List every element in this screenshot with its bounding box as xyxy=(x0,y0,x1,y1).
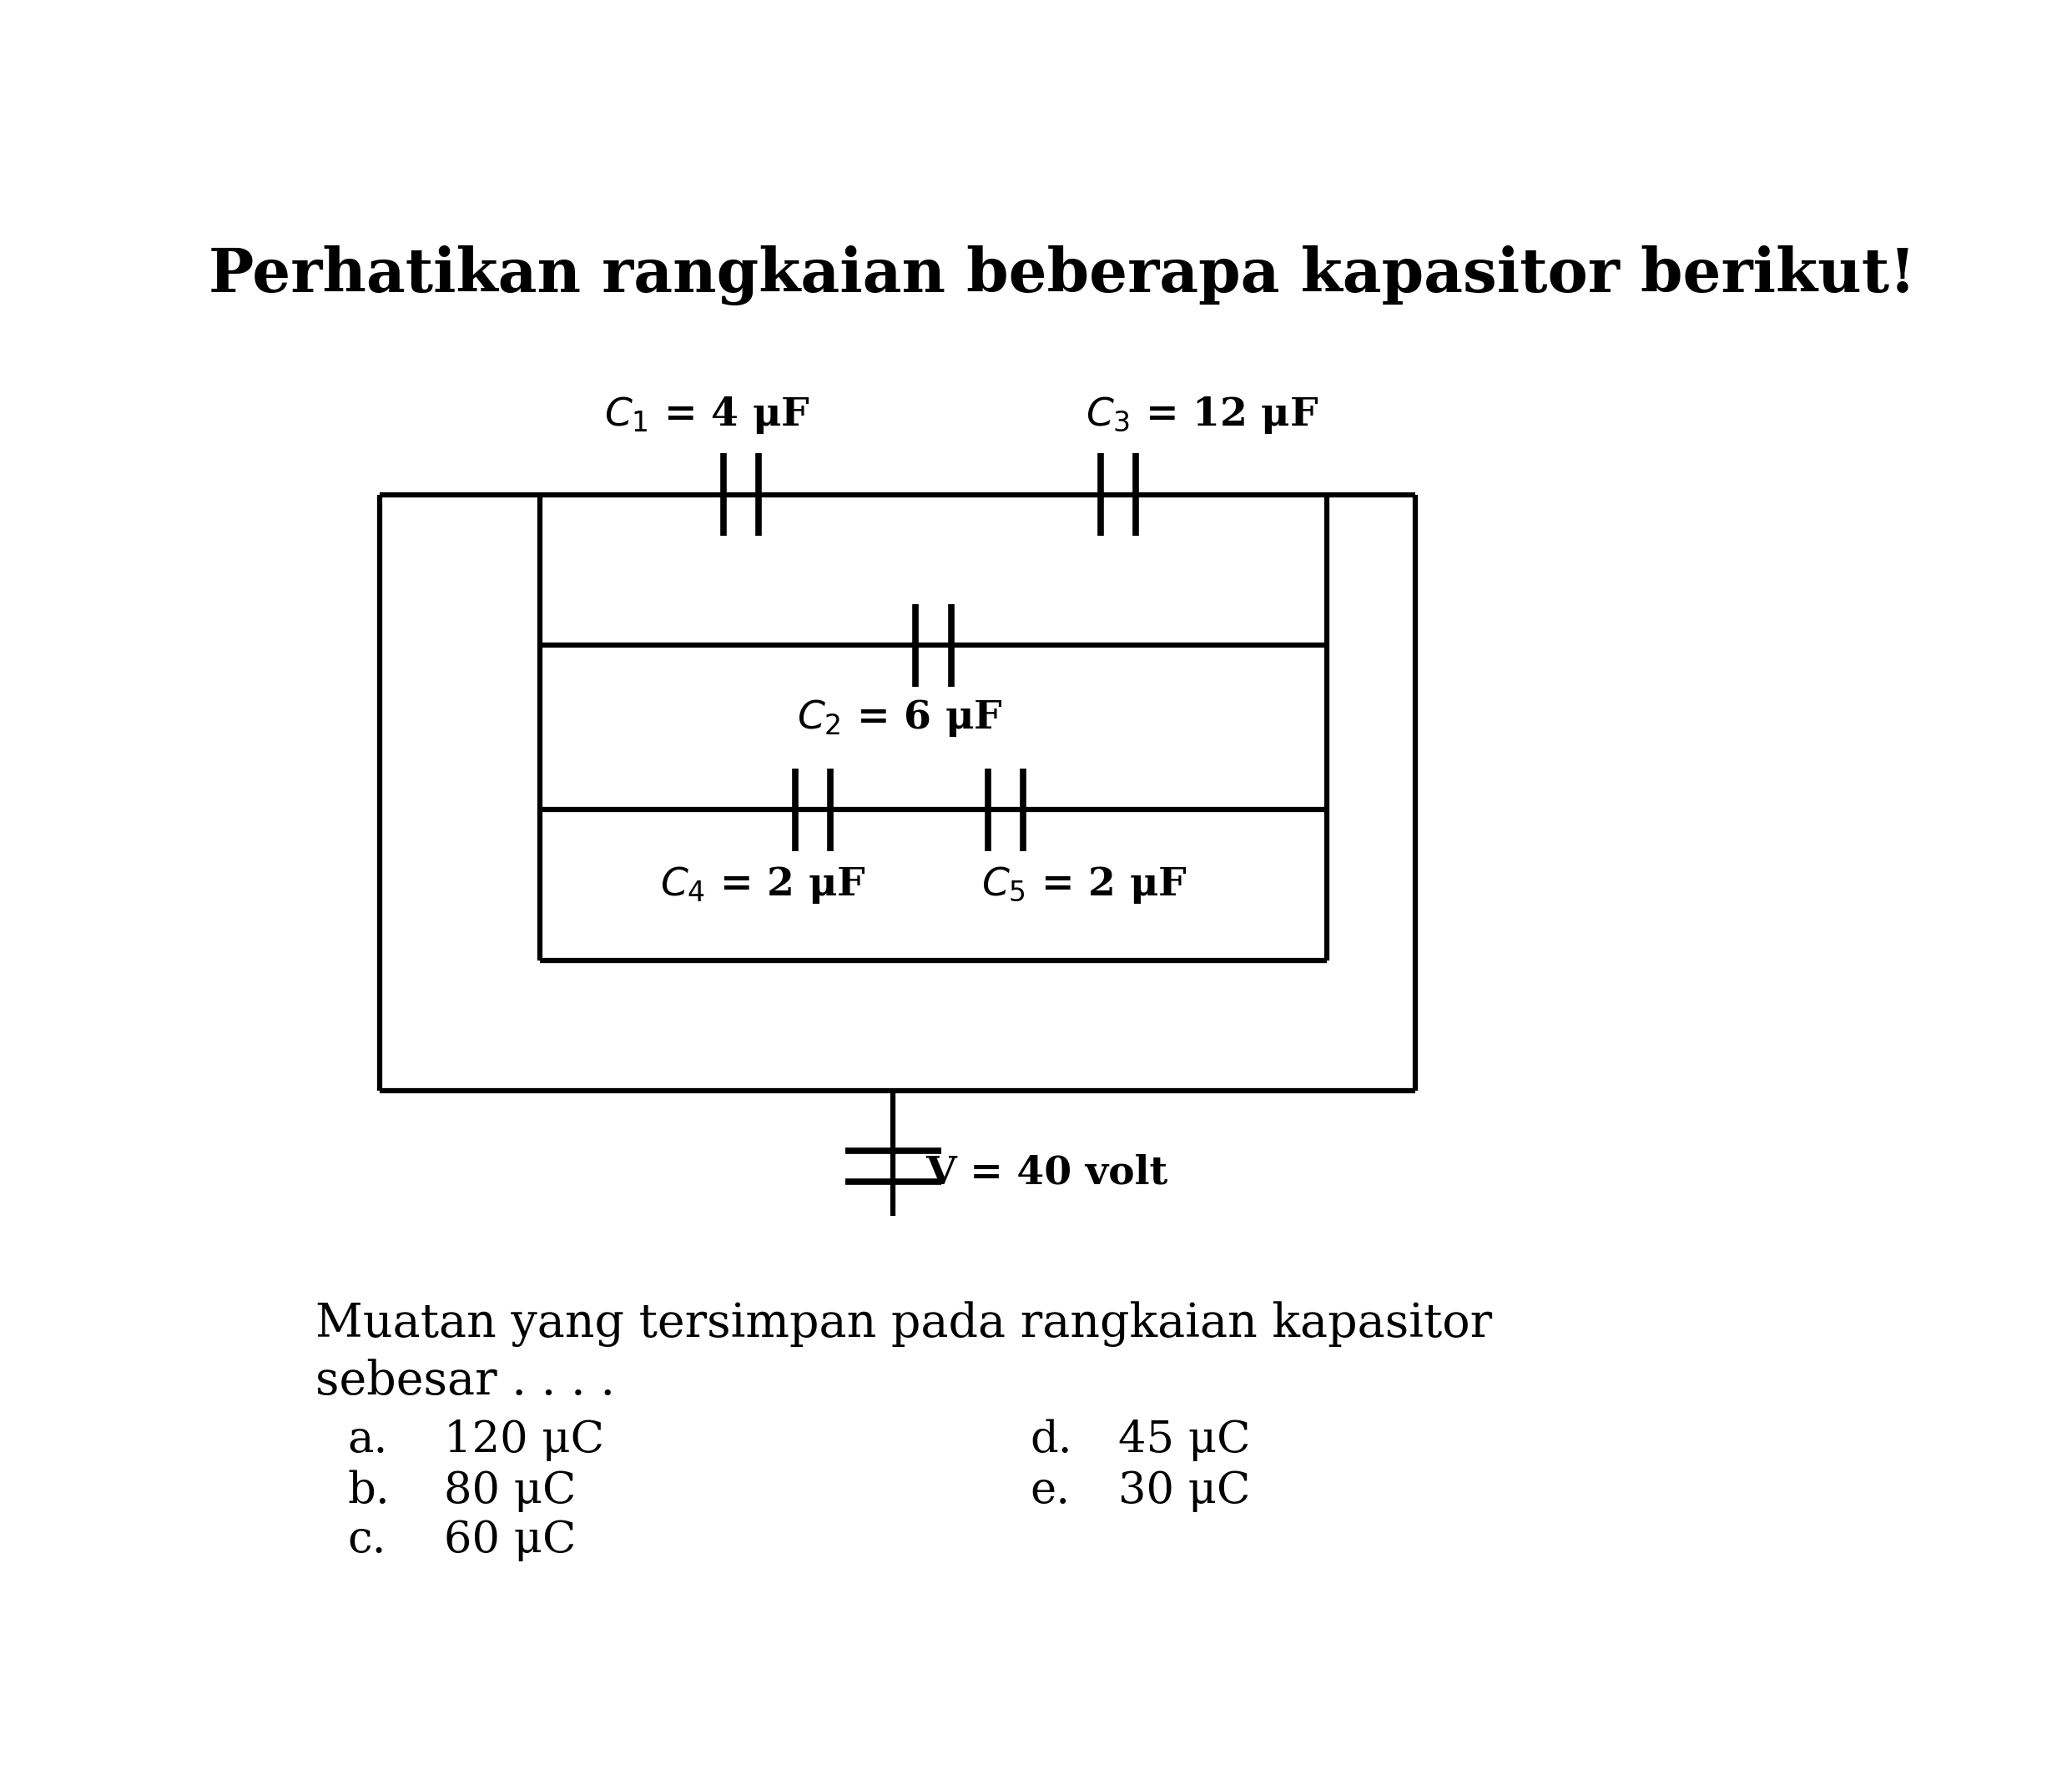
Text: 30 μC: 30 μC xyxy=(1119,1470,1249,1513)
Text: $C_4$ = 2 μF: $C_4$ = 2 μF xyxy=(661,865,866,906)
Text: 120 μC: 120 μC xyxy=(443,1419,603,1461)
Text: sebesar . . . .: sebesar . . . . xyxy=(315,1358,615,1404)
Text: V = 40 volt: V = 40 volt xyxy=(926,1153,1169,1193)
Text: $C_1$ = 4 μF: $C_1$ = 4 μF xyxy=(605,395,810,436)
Text: Perhatikan rangkaian beberapa kapasitor berikut!: Perhatikan rangkaian beberapa kapasitor … xyxy=(209,246,1915,306)
Text: b.: b. xyxy=(348,1470,390,1513)
Text: c.: c. xyxy=(348,1518,385,1561)
Text: d.: d. xyxy=(1030,1419,1071,1461)
Text: $C_2$ = 6 μF: $C_2$ = 6 μF xyxy=(798,698,1003,739)
Text: 60 μC: 60 μC xyxy=(443,1518,576,1561)
Text: Muatan yang tersimpan pada rangkaian kapasitor: Muatan yang tersimpan pada rangkaian kap… xyxy=(315,1301,1492,1347)
Text: a.: a. xyxy=(348,1419,387,1461)
Text: 45 μC: 45 μC xyxy=(1119,1419,1249,1461)
Text: 80 μC: 80 μC xyxy=(443,1470,576,1513)
Text: $C_3$ = 12 μF: $C_3$ = 12 μF xyxy=(1086,395,1320,436)
Text: $C_5$ = 2 μF: $C_5$ = 2 μF xyxy=(982,865,1187,906)
Text: e.: e. xyxy=(1030,1470,1069,1513)
